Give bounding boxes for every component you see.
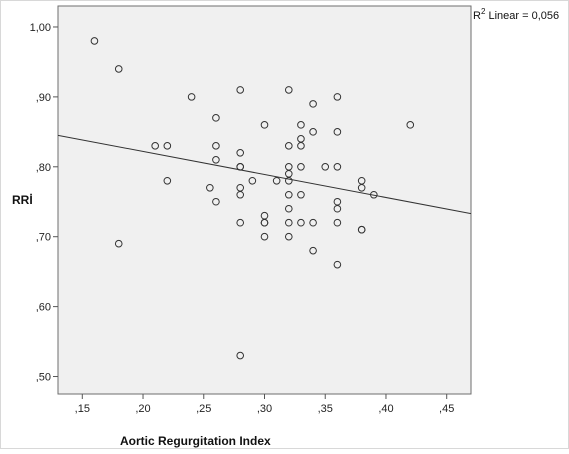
scatter-point xyxy=(406,121,415,129)
x-tick-label: ,25 xyxy=(196,403,211,415)
scatter-point xyxy=(333,128,342,136)
scatter-point xyxy=(333,260,342,269)
scatter-point xyxy=(236,86,245,94)
x-axis: ,15 ,20 ,25 ,30 ,35 ,40 ,45 xyxy=(75,394,454,415)
scatter-point xyxy=(187,93,196,101)
y-tick-label: ,60 xyxy=(36,302,51,314)
scatter-point xyxy=(297,142,305,150)
scatter-point xyxy=(236,190,245,199)
y-axis: ,50 ,60 ,70 ,80 ,90 1,00 xyxy=(30,22,58,384)
scatter-point xyxy=(297,162,305,171)
y-axis-title: RRİ xyxy=(12,192,33,207)
scatter-point xyxy=(333,162,342,171)
scatter-point xyxy=(297,218,305,227)
scatter-point xyxy=(236,149,245,157)
scatter-point xyxy=(90,37,99,45)
scatter-point xyxy=(260,121,269,129)
scatter-point xyxy=(151,142,159,150)
scatter-point xyxy=(236,218,245,227)
scatter-point xyxy=(309,128,317,136)
scatter-point xyxy=(212,142,220,150)
x-tick-label: ,15 xyxy=(75,403,90,415)
scatter-point xyxy=(284,190,293,199)
scatter-point xyxy=(333,93,342,101)
plot-area xyxy=(57,5,472,395)
scatter-point xyxy=(284,176,293,185)
fit-line xyxy=(57,134,472,215)
scatter-point xyxy=(272,176,281,185)
scatter-point xyxy=(309,100,317,108)
scatter-point xyxy=(163,176,172,185)
y-tick-label: ,50 xyxy=(36,372,51,384)
scatter-point xyxy=(357,183,366,192)
y-tick-label: ,70 xyxy=(36,232,51,244)
scatter-point xyxy=(260,232,269,241)
y-tick-label: 1,00 xyxy=(30,22,51,34)
y-tick-label: ,90 xyxy=(36,92,51,104)
x-tick-label: ,35 xyxy=(318,403,333,415)
scatter-point xyxy=(309,246,317,255)
scatter-point xyxy=(248,176,257,185)
scatter-point xyxy=(206,183,214,192)
scatter-point xyxy=(114,65,123,73)
scatter-point xyxy=(284,232,293,241)
scatter-point xyxy=(284,86,293,94)
scatter-point xyxy=(163,142,172,150)
scatter-point xyxy=(357,225,366,234)
fit-line-label-sup: 2 xyxy=(481,7,486,16)
scatter-point xyxy=(114,239,123,248)
scatter-point xyxy=(297,121,305,129)
scatter-point xyxy=(297,190,305,199)
scatter-point xyxy=(284,218,293,227)
x-tick-label: ,30 xyxy=(257,403,272,415)
scatter-point xyxy=(321,162,330,171)
scatter-point xyxy=(284,204,293,213)
scatter-point xyxy=(333,218,342,227)
scatter-point xyxy=(284,142,293,150)
x-tick-label: ,40 xyxy=(378,403,393,415)
fit-line-label: R2 Linear = 0,056 xyxy=(473,7,559,22)
scatter-point xyxy=(212,156,220,164)
scatter-point xyxy=(260,218,269,227)
scatter-point xyxy=(370,190,378,199)
scatter-point xyxy=(236,162,245,171)
scatter-point xyxy=(333,204,342,213)
x-axis-title: Aortic Regurgitation Index xyxy=(120,434,271,448)
scatter-point xyxy=(236,351,245,360)
data-points xyxy=(90,37,415,360)
scatter-point xyxy=(212,114,220,122)
fit-line-label-suffix: Linear = 0,056 xyxy=(485,10,559,22)
y-tick-label: ,80 xyxy=(36,162,51,174)
scatter-point xyxy=(309,218,317,227)
scatter-point xyxy=(212,197,220,206)
x-tick-label: ,20 xyxy=(135,403,150,415)
x-tick-label: ,45 xyxy=(439,403,454,415)
fit-line-label-prefix: R xyxy=(473,10,481,22)
